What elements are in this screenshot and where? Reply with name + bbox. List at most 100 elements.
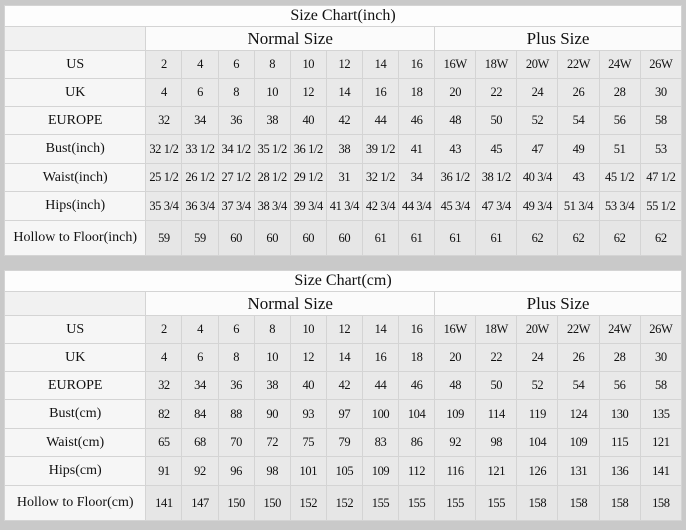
table-cell: 10: [289, 50, 327, 79]
table-cell: 136: [598, 456, 641, 486]
size-chart-cm: Size Chart(cm) Normal Size Plus Size US 2 4 6 8…: [3, 270, 683, 521]
table-cell: 46: [398, 106, 436, 135]
row-label: EUROPE: [3, 371, 147, 400]
table-cell: 61: [434, 220, 477, 256]
table-cell: 158: [598, 485, 641, 521]
table-cell: 96: [217, 456, 255, 486]
row-label: Hips(cm): [3, 456, 147, 486]
table-cell: 75: [289, 428, 327, 457]
table-cell: 16W: [434, 50, 477, 79]
table-cell: 155: [398, 485, 436, 521]
table-cell: 4: [145, 78, 183, 107]
table-cell: 65: [145, 428, 183, 457]
table-cell: 88: [217, 399, 255, 429]
table-cell: 52: [516, 371, 559, 400]
table-cell: 49: [557, 134, 600, 164]
table-cell: 36 3/4: [181, 191, 219, 221]
table-cell: 44: [361, 106, 400, 135]
table-cell: 12: [289, 343, 327, 372]
table-cell: 18: [398, 343, 436, 372]
table-row: Bust(inch) 32 1/2 33 1/2 34 1/2 35 1/2 36 1/2…: [3, 134, 683, 164]
table-cell: 12: [325, 315, 363, 344]
table-cell: 104: [516, 428, 559, 457]
table-cell: 58: [639, 371, 683, 400]
table-cell: 45: [475, 134, 518, 164]
table-cell: 28: [598, 78, 641, 107]
table-cell: 16: [361, 78, 400, 107]
table-cell: 61: [361, 220, 400, 256]
table-cell: 20: [434, 343, 477, 372]
table-cell: 35 1/2: [253, 134, 291, 164]
table-cell: 58: [639, 106, 683, 135]
table-cell: 26W: [639, 315, 683, 344]
table-cell: 6: [217, 50, 255, 79]
table-cell: 25 1/2: [145, 163, 183, 192]
table-cell: 39 1/2: [361, 134, 400, 164]
table-cell: 82: [145, 399, 183, 429]
table-cell: 158: [557, 485, 600, 521]
row-label: Hollow to Floor(cm): [3, 485, 147, 521]
table-cell: 24: [516, 343, 559, 372]
table-cell: 141: [145, 485, 183, 521]
row-label: Waist(inch): [3, 163, 147, 192]
table-cell: 91: [145, 456, 183, 486]
table-cell: 14: [361, 315, 400, 344]
blank-corner: [3, 26, 147, 51]
table-cell: 47 3/4: [475, 191, 518, 221]
table-cell: 62: [598, 220, 641, 256]
table-cell: 36 1/2: [289, 134, 327, 164]
title-row: Size Chart(cm): [4, 270, 682, 292]
table-row: EUROPE 32 34 36 38 40 42 44 46 48 50 52 54 56 58: [3, 106, 683, 135]
table-cell: 44: [361, 371, 400, 400]
table-cell: 27 1/2: [217, 163, 255, 192]
table-cell: 62: [557, 220, 600, 256]
table-cell: 126: [516, 456, 559, 486]
table-cell: 54: [557, 106, 600, 135]
table-cell: 32: [145, 106, 183, 135]
table-cell: 49 3/4: [516, 191, 559, 221]
title-row: Size Chart(inch): [4, 5, 682, 27]
table-cell: 10: [253, 78, 291, 107]
table-cell: 100: [361, 399, 400, 429]
size-chart-inch: Size Chart(inch) Normal Size Plus Size US 2 4…: [3, 5, 683, 256]
table-cell: 6: [181, 78, 219, 107]
table-cell: 34: [181, 371, 219, 400]
table-cell: 24W: [598, 315, 641, 344]
table-cell: 116: [434, 456, 477, 486]
row-label: Waist(cm): [3, 428, 147, 457]
table-cell: 68: [181, 428, 219, 457]
table-cell: 10: [289, 315, 327, 344]
table-cell: 119: [516, 399, 559, 429]
table-cell: 14: [325, 78, 363, 107]
table-cell: 155: [361, 485, 400, 521]
table-cell: 59: [181, 220, 219, 256]
table-cell: 16: [361, 343, 400, 372]
table-cell: 30: [639, 343, 683, 372]
table-cell: 37 3/4: [217, 191, 255, 221]
row-label: EUROPE: [3, 106, 147, 135]
table-cell: 2: [145, 50, 183, 79]
table-row: UK 4 6 8 10 12 14 16 18 20 22 24 26 28 30: [3, 78, 683, 107]
table-cell: 48: [434, 106, 477, 135]
table-cell: 55 1/2: [639, 191, 683, 221]
group-header-row: Normal Size Plus Size: [3, 26, 682, 51]
table-cell: 61: [475, 220, 518, 256]
table-cell: 34: [181, 106, 219, 135]
table-cell: 36 1/2: [434, 163, 477, 192]
table-cell: 40: [289, 371, 327, 400]
table-cell: 45 1/2: [598, 163, 641, 192]
table-cell: 8: [217, 343, 255, 372]
table-cell: 12: [325, 50, 363, 79]
table-cell: 12: [289, 78, 327, 107]
table-cell: 40 3/4: [516, 163, 559, 192]
table-cell: 60: [325, 220, 363, 256]
table-cell: 60: [253, 220, 291, 256]
table-cell: 59: [145, 220, 183, 256]
table-cell: 101: [289, 456, 327, 486]
table-cell: 121: [475, 456, 518, 486]
table-cell: 8: [253, 50, 291, 79]
table-cell: 124: [557, 399, 600, 429]
table-cell: 38 1/2: [475, 163, 518, 192]
table-cell: 155: [434, 485, 477, 521]
table-cell: 150: [217, 485, 255, 521]
